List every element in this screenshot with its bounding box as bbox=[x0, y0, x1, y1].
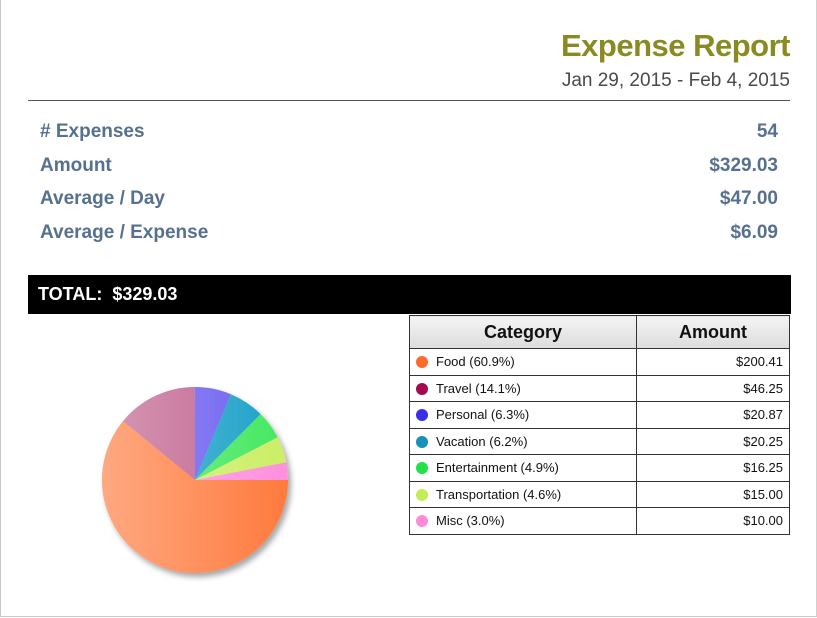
category-color-dot-icon bbox=[416, 435, 428, 448]
stat-label: Amount bbox=[40, 154, 112, 176]
stat-value: 54 bbox=[756, 121, 778, 142]
table-row: Food (60.9%) $200.41 bbox=[409, 348, 790, 376]
amount-cell: $20.87 bbox=[636, 401, 790, 429]
amount-cell: $15.00 bbox=[636, 480, 790, 508]
stat-label: # Expenses bbox=[40, 121, 145, 142]
expense-pie-chart bbox=[102, 387, 289, 573]
category-color-dot-icon bbox=[416, 515, 428, 528]
table-header-row: Category Amount bbox=[409, 315, 790, 349]
column-header-amount: Amount bbox=[636, 315, 790, 349]
category-color-dot-icon bbox=[416, 356, 428, 369]
category-cell: Entertainment (4.9%) bbox=[409, 454, 637, 482]
category-table: Category Amount Food (60.9%) $200.41 Trave… bbox=[409, 315, 790, 535]
category-label: Transportation (4.6%) bbox=[436, 486, 562, 502]
amount-cell: $20.25 bbox=[636, 427, 790, 455]
category-label: Personal (6.3%) bbox=[436, 407, 530, 423]
total-value: $329.03 bbox=[112, 284, 178, 304]
stat-value: $47.00 bbox=[719, 188, 778, 209]
stat-value: $329.03 bbox=[709, 154, 778, 176]
table-row: Vacation (6.2%) $20.25 bbox=[409, 427, 790, 455]
category-label: Entertainment (4.9%) bbox=[436, 460, 559, 476]
amount-cell: $200.41 bbox=[636, 348, 790, 376]
stat-row-amount: Amount $329.03 bbox=[40, 155, 778, 189]
amount-cell: $46.25 bbox=[636, 374, 790, 402]
table-row: Travel (14.1%) $46.25 bbox=[409, 374, 790, 402]
table-row: Transportation (4.6%) $15.00 bbox=[409, 480, 790, 508]
category-label: Travel (14.1%) bbox=[436, 380, 521, 396]
summary-stats: # Expenses 54 Amount $329.03 Average / D… bbox=[40, 121, 778, 255]
amount-cell: $10.00 bbox=[636, 507, 790, 535]
category-cell: Food (60.9%) bbox=[409, 348, 637, 376]
category-cell: Personal (6.3%) bbox=[409, 401, 637, 429]
category-label: Food (60.9%) bbox=[436, 354, 515, 370]
category-color-dot-icon bbox=[416, 488, 428, 501]
table-row: Misc (3.0%) $10.00 bbox=[409, 507, 790, 535]
total-label: TOTAL: bbox=[38, 284, 103, 304]
stat-row-average-day: Average / Day $47.00 bbox=[40, 188, 778, 222]
column-header-category: Category bbox=[409, 315, 637, 349]
category-cell: Transportation (4.6%) bbox=[409, 480, 637, 508]
stat-row-expenses: # Expenses 54 bbox=[40, 121, 778, 155]
amount-cell: $16.25 bbox=[636, 454, 790, 482]
table-row: Personal (6.3%) $20.87 bbox=[409, 401, 790, 429]
stat-value: $6.09 bbox=[730, 221, 778, 243]
stat-label: Average / Expense bbox=[40, 221, 209, 243]
category-color-dot-icon bbox=[416, 382, 428, 395]
category-cell: Vacation (6.2%) bbox=[409, 427, 637, 455]
stat-row-average-expense: Average / Expense $6.09 bbox=[40, 222, 778, 256]
category-label: Vacation (6.2%) bbox=[436, 433, 528, 449]
category-cell: Misc (3.0%) bbox=[409, 507, 637, 535]
category-label: Misc (3.0%) bbox=[436, 513, 505, 529]
table-row: Entertainment (4.9%) $16.25 bbox=[409, 454, 790, 482]
total-bar: TOTAL: $329.03 bbox=[28, 275, 791, 314]
category-color-dot-icon bbox=[416, 462, 428, 475]
category-cell: Travel (14.1%) bbox=[409, 374, 637, 402]
header-divider bbox=[28, 100, 790, 101]
pie-shading bbox=[102, 387, 288, 573]
stat-label: Average / Day bbox=[40, 188, 165, 209]
date-range: Jan 29, 2015 - Feb 4, 2015 bbox=[561, 70, 790, 91]
category-color-dot-icon bbox=[416, 409, 428, 422]
report-title: Expense Report bbox=[560, 28, 791, 63]
